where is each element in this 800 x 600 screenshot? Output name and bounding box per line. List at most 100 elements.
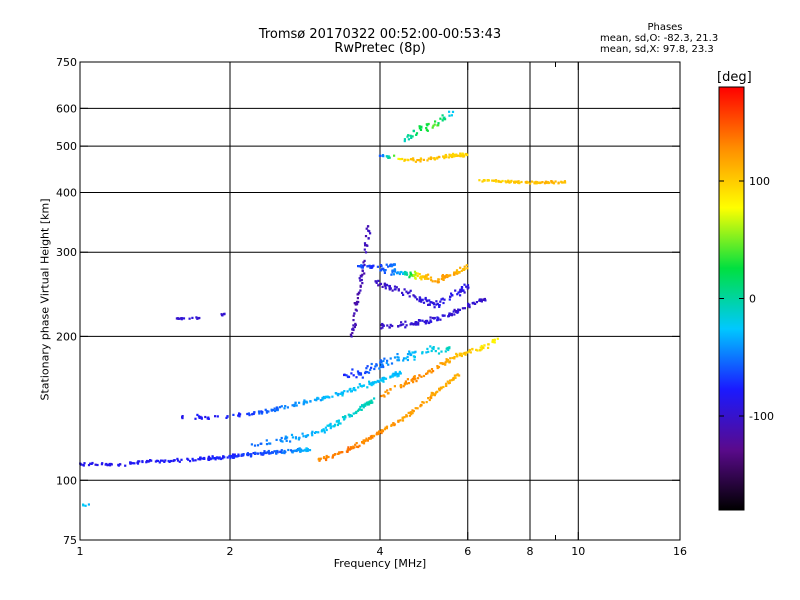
echo-point bbox=[438, 156, 441, 159]
echo-point bbox=[360, 266, 363, 269]
echo-point bbox=[444, 118, 447, 121]
echo-point bbox=[466, 267, 469, 270]
echo-point bbox=[279, 439, 282, 442]
echo-point bbox=[412, 355, 415, 358]
echo-point bbox=[413, 323, 416, 326]
echo-point bbox=[492, 179, 495, 182]
echo-point bbox=[330, 425, 333, 428]
echo-point bbox=[388, 285, 391, 288]
echo-point bbox=[429, 396, 432, 399]
echo-point bbox=[386, 359, 389, 362]
echo-point bbox=[318, 459, 321, 462]
echo-point bbox=[431, 392, 434, 395]
echo-point bbox=[367, 229, 370, 232]
echo-point bbox=[353, 325, 356, 329]
echo-point bbox=[426, 159, 429, 162]
echo-point bbox=[381, 285, 384, 288]
echo-point bbox=[381, 429, 384, 432]
echo-point bbox=[340, 451, 343, 454]
echo-point bbox=[444, 350, 447, 353]
echo-point bbox=[350, 447, 353, 450]
echo-point bbox=[361, 376, 364, 379]
echo-point bbox=[449, 357, 452, 360]
echo-point bbox=[319, 399, 322, 402]
echo-point bbox=[373, 397, 376, 400]
echo-point bbox=[368, 437, 371, 440]
echo-point bbox=[358, 277, 361, 280]
echo-point bbox=[461, 307, 464, 310]
echo-point bbox=[430, 349, 433, 353]
echo-point bbox=[465, 154, 468, 157]
echo-point bbox=[264, 408, 267, 411]
echo-point bbox=[466, 287, 469, 290]
echo-point bbox=[397, 288, 400, 291]
echo-point bbox=[417, 377, 420, 380]
echo-point bbox=[421, 351, 424, 354]
echo-point bbox=[256, 452, 259, 455]
echo-point bbox=[437, 122, 440, 125]
echo-point bbox=[110, 463, 113, 466]
echo-point bbox=[380, 379, 384, 382]
echo-point bbox=[359, 372, 362, 375]
echo-point bbox=[371, 265, 374, 268]
echo-point bbox=[423, 320, 426, 323]
echo-point bbox=[229, 455, 232, 458]
echo-point bbox=[336, 423, 339, 427]
echo-point bbox=[397, 157, 400, 160]
echo-point bbox=[368, 380, 371, 383]
echo-point bbox=[427, 273, 430, 276]
echo-point bbox=[361, 404, 364, 408]
echo-point bbox=[468, 303, 471, 306]
echo-point bbox=[404, 320, 407, 323]
echo-point bbox=[386, 155, 389, 158]
echo-point bbox=[442, 155, 445, 158]
echo-point bbox=[418, 125, 421, 128]
echo-point bbox=[199, 458, 202, 461]
echo-point bbox=[323, 396, 327, 400]
echo-point bbox=[260, 412, 264, 415]
colorbar-ticks: 100 0 -100 bbox=[719, 175, 774, 423]
echo-point bbox=[408, 291, 411, 294]
echo-point bbox=[449, 313, 452, 316]
echo-point bbox=[232, 413, 235, 416]
echo-point bbox=[168, 460, 171, 463]
x-tick-label: 1 bbox=[77, 545, 84, 558]
echo-point bbox=[380, 323, 383, 327]
echo-point bbox=[418, 273, 421, 276]
echo-point bbox=[410, 413, 413, 416]
echo-point bbox=[180, 458, 183, 461]
echo-point bbox=[357, 300, 360, 304]
echo-point bbox=[160, 459, 163, 462]
echo-point bbox=[384, 269, 387, 272]
echo-point bbox=[129, 461, 133, 464]
echo-point bbox=[409, 353, 412, 357]
echo-point bbox=[425, 274, 428, 277]
echo-point bbox=[246, 412, 249, 416]
echo-point bbox=[195, 316, 198, 319]
echo-point bbox=[308, 449, 312, 452]
echo-point bbox=[547, 181, 550, 185]
echo-point bbox=[362, 264, 365, 267]
echo-point bbox=[372, 434, 375, 437]
echo-point bbox=[455, 269, 459, 272]
echo-point bbox=[450, 314, 453, 317]
chart-subtitle: RwPretec (8p) bbox=[334, 41, 426, 56]
echo-point bbox=[361, 282, 364, 285]
echo-point bbox=[550, 180, 553, 183]
echo-point bbox=[389, 357, 392, 360]
echo-point bbox=[354, 303, 357, 306]
echo-point bbox=[322, 395, 325, 399]
echo-point bbox=[527, 181, 530, 184]
echo-point bbox=[434, 350, 437, 353]
echo-point bbox=[304, 448, 307, 451]
echo-point bbox=[463, 267, 466, 271]
echo-point bbox=[203, 457, 206, 460]
echo-point bbox=[285, 439, 288, 442]
echo-point bbox=[293, 449, 296, 452]
echo-point bbox=[194, 459, 197, 462]
echo-point bbox=[370, 399, 373, 402]
echo-point bbox=[216, 456, 219, 459]
echo-point bbox=[250, 443, 253, 446]
echo-point bbox=[487, 343, 490, 346]
echo-point bbox=[396, 353, 399, 356]
